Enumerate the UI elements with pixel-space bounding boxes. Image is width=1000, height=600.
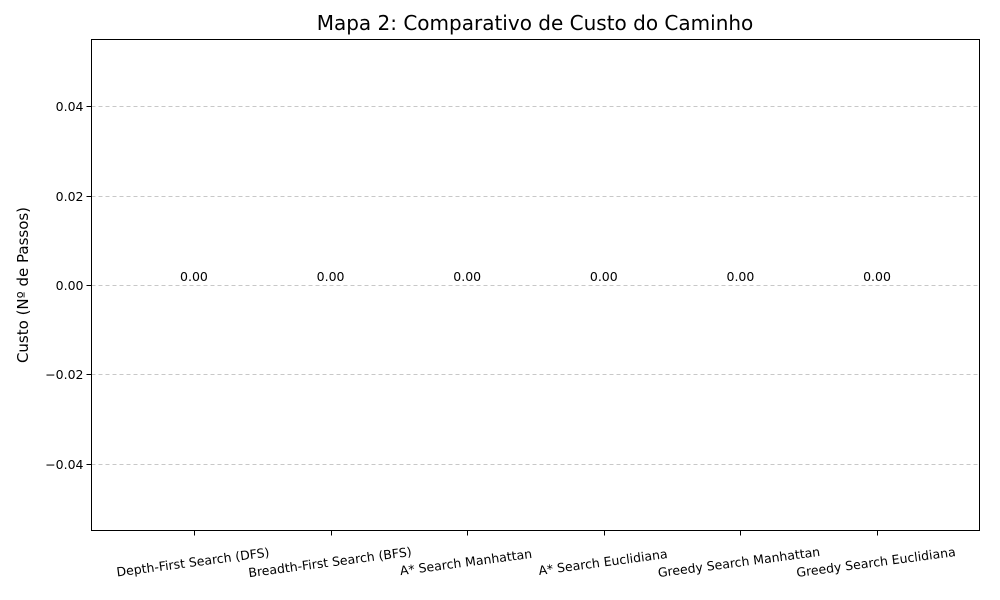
y-tick-label: 0.02 — [56, 189, 84, 204]
x-tick-label: A* Search Manhattan — [399, 546, 533, 578]
y-axis-label: Custo (Nº de Passos) — [14, 207, 32, 363]
x-tick-label: A* Search Euclidiana — [537, 546, 668, 578]
bar-value-label: 0.00 — [590, 269, 618, 284]
bar-value-label: 0.00 — [453, 269, 481, 284]
chart-title: Mapa 2: Comparativo de Custo do Caminho — [317, 11, 754, 35]
x-tick-label: Breadth-First Search (BFS) — [247, 544, 412, 580]
x-axis-ticks: Depth-First Search (DFS)Breadth-First Se… — [116, 530, 956, 580]
y-tick-label: −0.02 — [45, 367, 83, 382]
y-tick-label: −0.04 — [45, 457, 83, 472]
bar-value-label: 0.00 — [180, 269, 208, 284]
bar-value-label: 0.00 — [863, 269, 891, 284]
y-tick-label: 0.00 — [56, 278, 84, 293]
x-tick-label: Depth-First Search (DFS) — [116, 545, 271, 580]
y-axis-ticks: −0.04 −0.02 0.00 0.02 0.04 — [45, 99, 92, 472]
gridlines — [91, 106, 980, 465]
bar-value-label: 0.00 — [317, 269, 345, 284]
bar-value-label: 0.00 — [727, 269, 755, 284]
y-tick-label: 0.04 — [56, 99, 84, 114]
data-labels: 0.00 0.00 0.00 0.00 0.00 0.00 — [180, 269, 891, 284]
